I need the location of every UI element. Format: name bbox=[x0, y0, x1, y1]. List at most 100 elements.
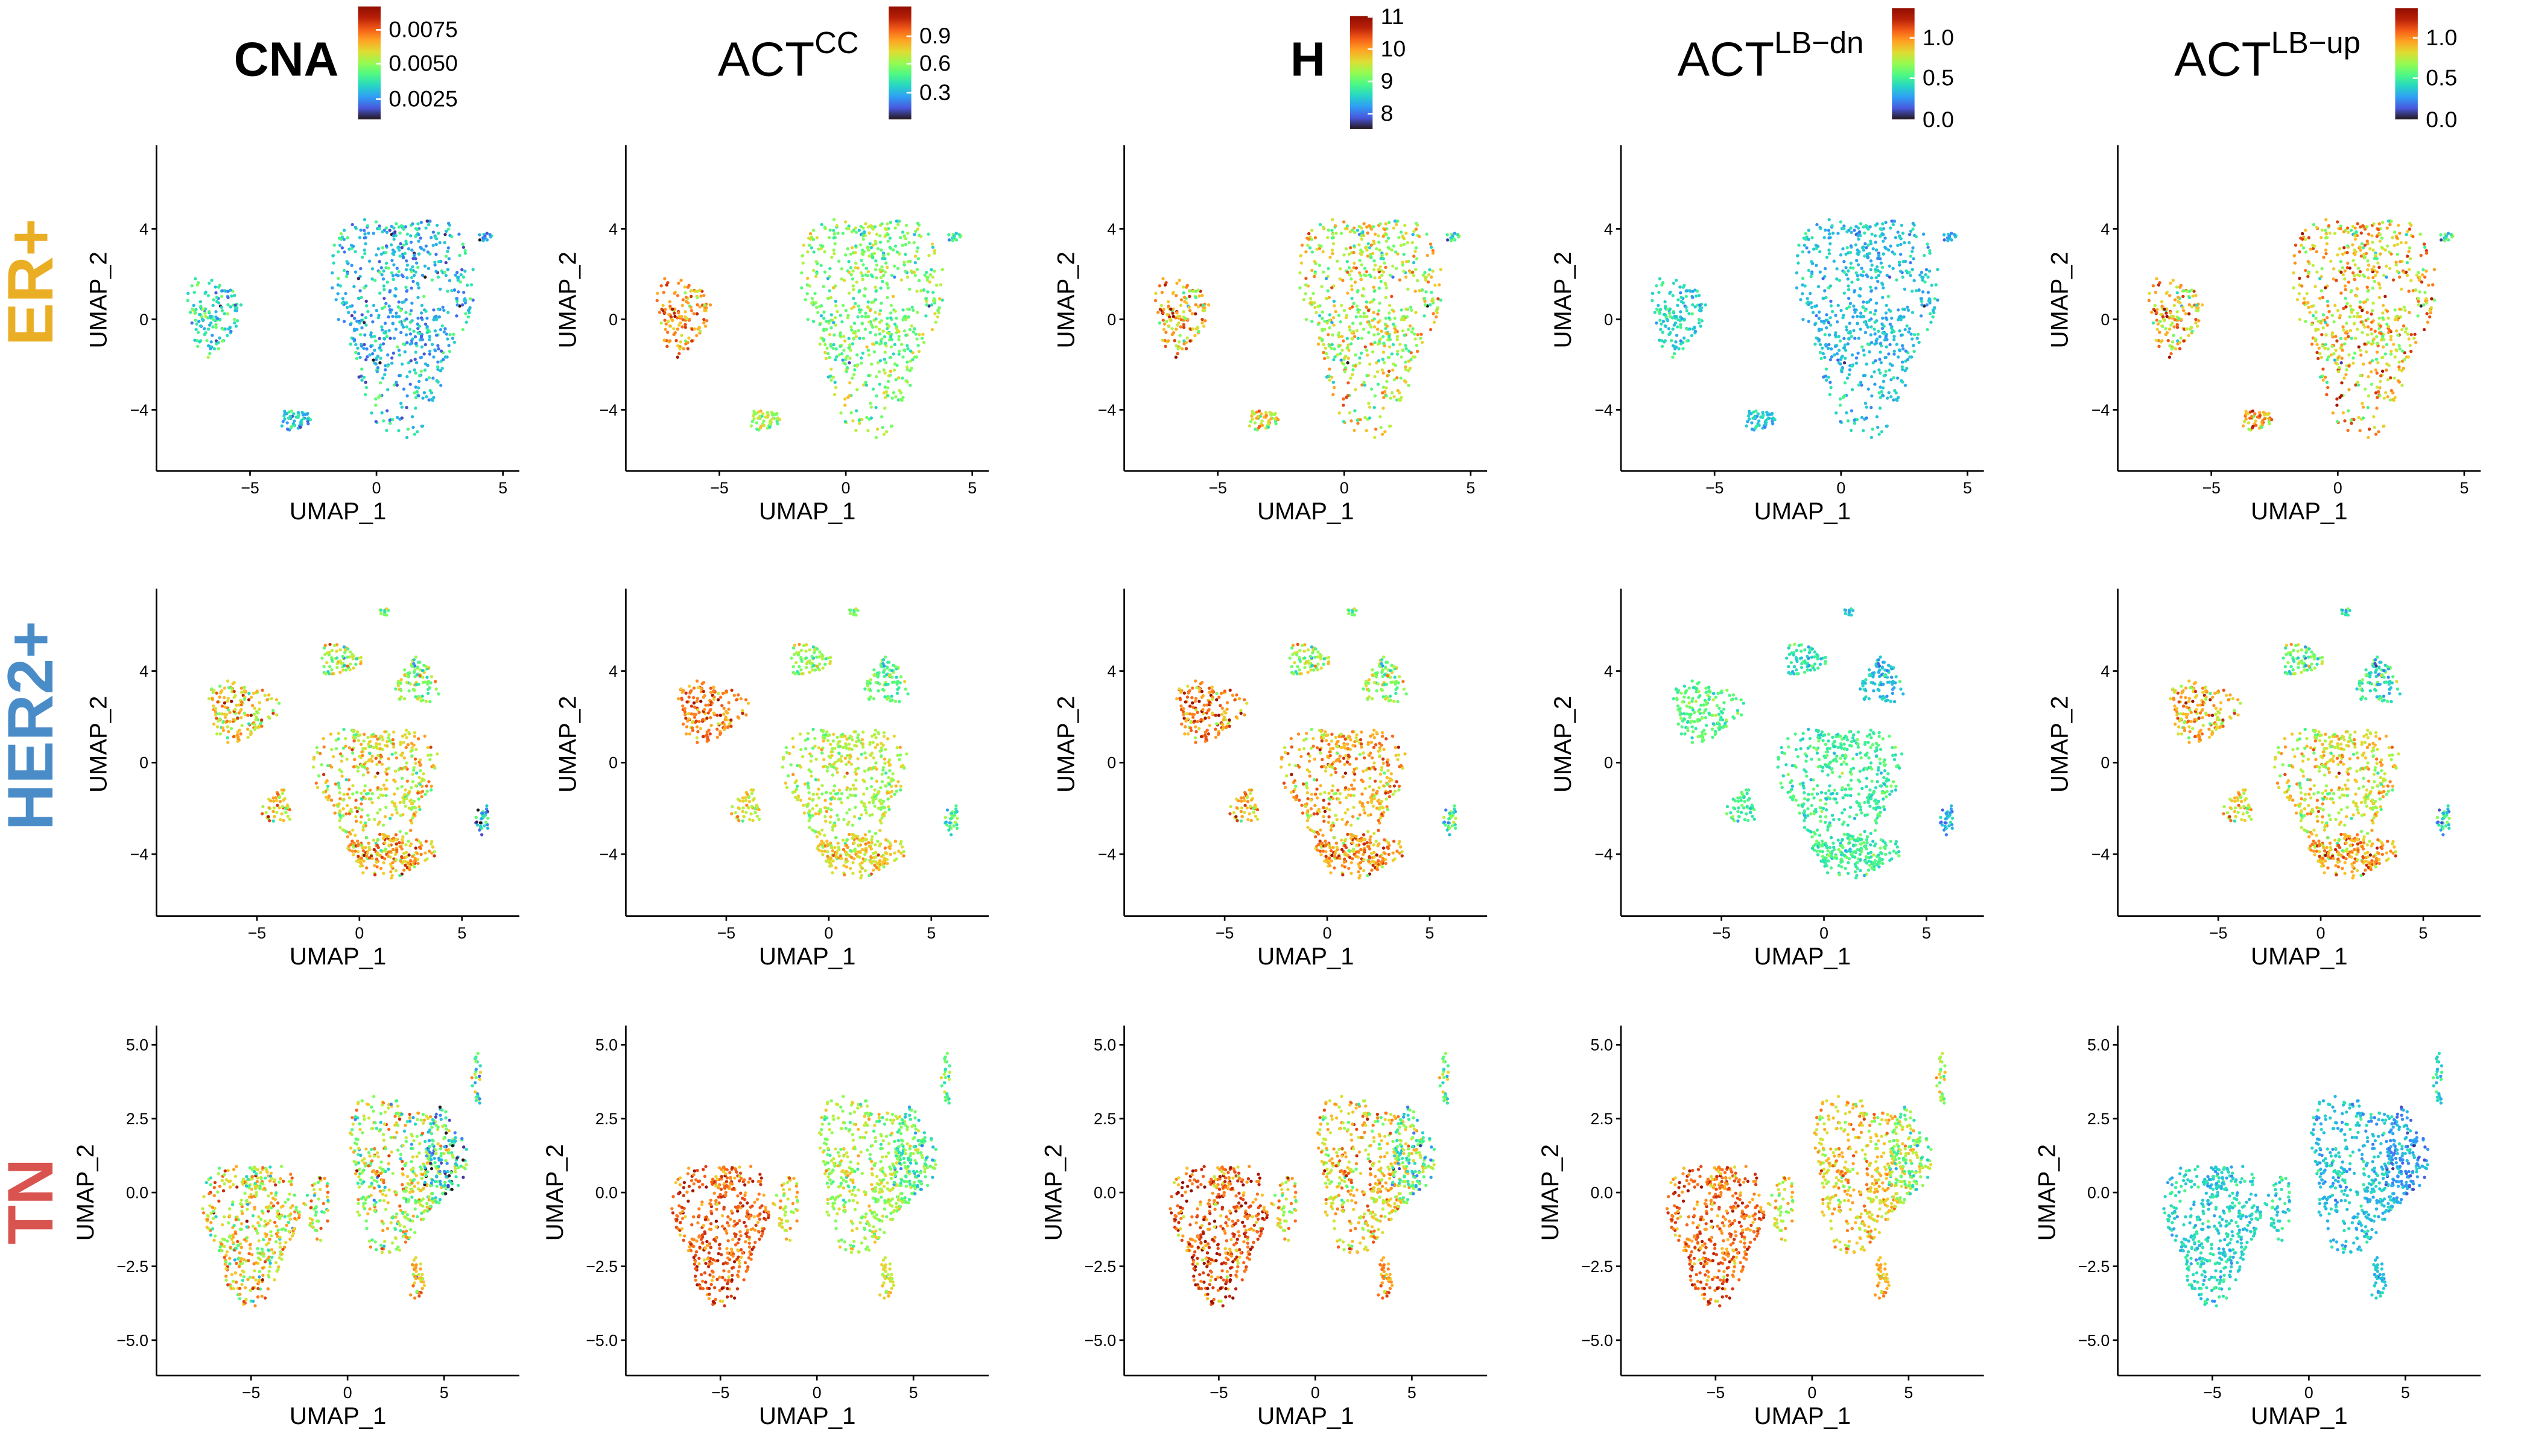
data-point bbox=[414, 784, 417, 787]
data-point bbox=[390, 225, 393, 228]
data-point bbox=[2195, 309, 2198, 312]
data-point bbox=[414, 372, 417, 375]
data-point bbox=[1936, 268, 1939, 271]
data-point bbox=[1886, 425, 1889, 428]
data-point bbox=[849, 325, 852, 328]
data-point bbox=[195, 322, 198, 325]
data-point bbox=[2186, 290, 2189, 293]
data-point bbox=[1874, 332, 1877, 335]
data-point bbox=[859, 243, 862, 246]
data-point bbox=[2394, 261, 2397, 264]
data-point bbox=[423, 369, 427, 372]
data-point bbox=[2332, 352, 2335, 355]
data-point bbox=[1796, 254, 1799, 257]
data-point bbox=[2330, 345, 2333, 348]
data-point bbox=[2298, 250, 2301, 253]
data-point bbox=[2352, 418, 2355, 421]
data-point bbox=[1381, 407, 1384, 410]
data-point bbox=[410, 302, 413, 305]
data-point bbox=[1816, 245, 1819, 248]
data-point bbox=[384, 787, 387, 790]
data-point bbox=[2155, 308, 2158, 311]
data-point bbox=[410, 309, 413, 312]
data-point bbox=[1924, 273, 1927, 276]
data-point bbox=[1933, 306, 1936, 309]
data-point bbox=[2371, 276, 2374, 279]
data-point bbox=[370, 277, 373, 280]
data-point bbox=[1881, 266, 1884, 269]
data-point bbox=[337, 250, 340, 253]
data-point bbox=[696, 296, 699, 299]
data-point bbox=[889, 316, 892, 319]
data-point bbox=[860, 361, 863, 364]
data-point bbox=[1870, 394, 1873, 397]
data-point bbox=[304, 413, 307, 416]
data-point bbox=[401, 275, 404, 278]
data-point bbox=[2339, 314, 2342, 317]
data-point bbox=[887, 374, 890, 377]
data-point bbox=[890, 338, 893, 341]
data-point bbox=[1918, 273, 1921, 276]
data-point bbox=[899, 391, 902, 394]
data-point bbox=[1410, 309, 1413, 312]
data-point bbox=[312, 765, 315, 768]
data-point bbox=[916, 222, 919, 225]
data-point bbox=[1167, 300, 1170, 303]
data-point bbox=[418, 324, 421, 328]
data-point bbox=[1804, 238, 1807, 241]
data-point bbox=[886, 386, 889, 389]
data-point bbox=[1869, 317, 1873, 320]
data-point bbox=[2343, 342, 2346, 345]
data-point bbox=[769, 421, 772, 424]
y-tick-label: −4 bbox=[1098, 401, 1117, 419]
data-point bbox=[423, 352, 426, 355]
data-point bbox=[395, 312, 398, 315]
data-point bbox=[889, 370, 892, 373]
data-point bbox=[880, 302, 883, 305]
data-point bbox=[2331, 314, 2334, 317]
data-point bbox=[230, 294, 233, 297]
data-point bbox=[360, 792, 363, 795]
data-point bbox=[2403, 358, 2406, 361]
data-point bbox=[2358, 274, 2361, 277]
data-point bbox=[357, 375, 360, 378]
data-point bbox=[899, 236, 902, 239]
data-point bbox=[2358, 245, 2361, 248]
data-point bbox=[2336, 309, 2339, 312]
data-point bbox=[1396, 335, 1399, 338]
data-point bbox=[2188, 296, 2191, 299]
data-point bbox=[337, 802, 340, 805]
data-point bbox=[880, 248, 883, 252]
data-point bbox=[1326, 236, 1329, 239]
data-point bbox=[1912, 350, 1915, 353]
data-point bbox=[1871, 428, 1874, 431]
data-point bbox=[383, 373, 386, 376]
data-point bbox=[1433, 283, 1436, 286]
data-point bbox=[1387, 311, 1391, 314]
data-point bbox=[1898, 236, 1901, 239]
data-point bbox=[883, 391, 886, 394]
data-point bbox=[1877, 274, 1880, 277]
x-tick-label: −5 bbox=[1208, 479, 1226, 497]
colorbar-tick-label: 1.0 bbox=[1923, 24, 1954, 49]
data-point bbox=[430, 788, 433, 791]
data-point bbox=[236, 319, 239, 322]
data-point bbox=[2341, 266, 2344, 269]
data-point bbox=[1200, 294, 1203, 297]
data-point bbox=[886, 286, 889, 290]
data-point bbox=[271, 709, 274, 712]
data-point bbox=[878, 370, 881, 373]
data-point bbox=[1315, 247, 1318, 250]
data-point bbox=[896, 267, 899, 270]
data-point bbox=[1827, 286, 1830, 289]
data-point bbox=[420, 304, 423, 307]
data-point bbox=[865, 416, 868, 419]
data-point bbox=[1377, 268, 1380, 271]
data-point bbox=[775, 417, 778, 420]
data-point bbox=[1668, 292, 1671, 295]
data-point bbox=[1327, 289, 1330, 292]
data-point bbox=[1920, 303, 1923, 306]
data-point bbox=[233, 303, 236, 306]
data-point bbox=[395, 328, 398, 331]
data-point bbox=[382, 284, 385, 287]
